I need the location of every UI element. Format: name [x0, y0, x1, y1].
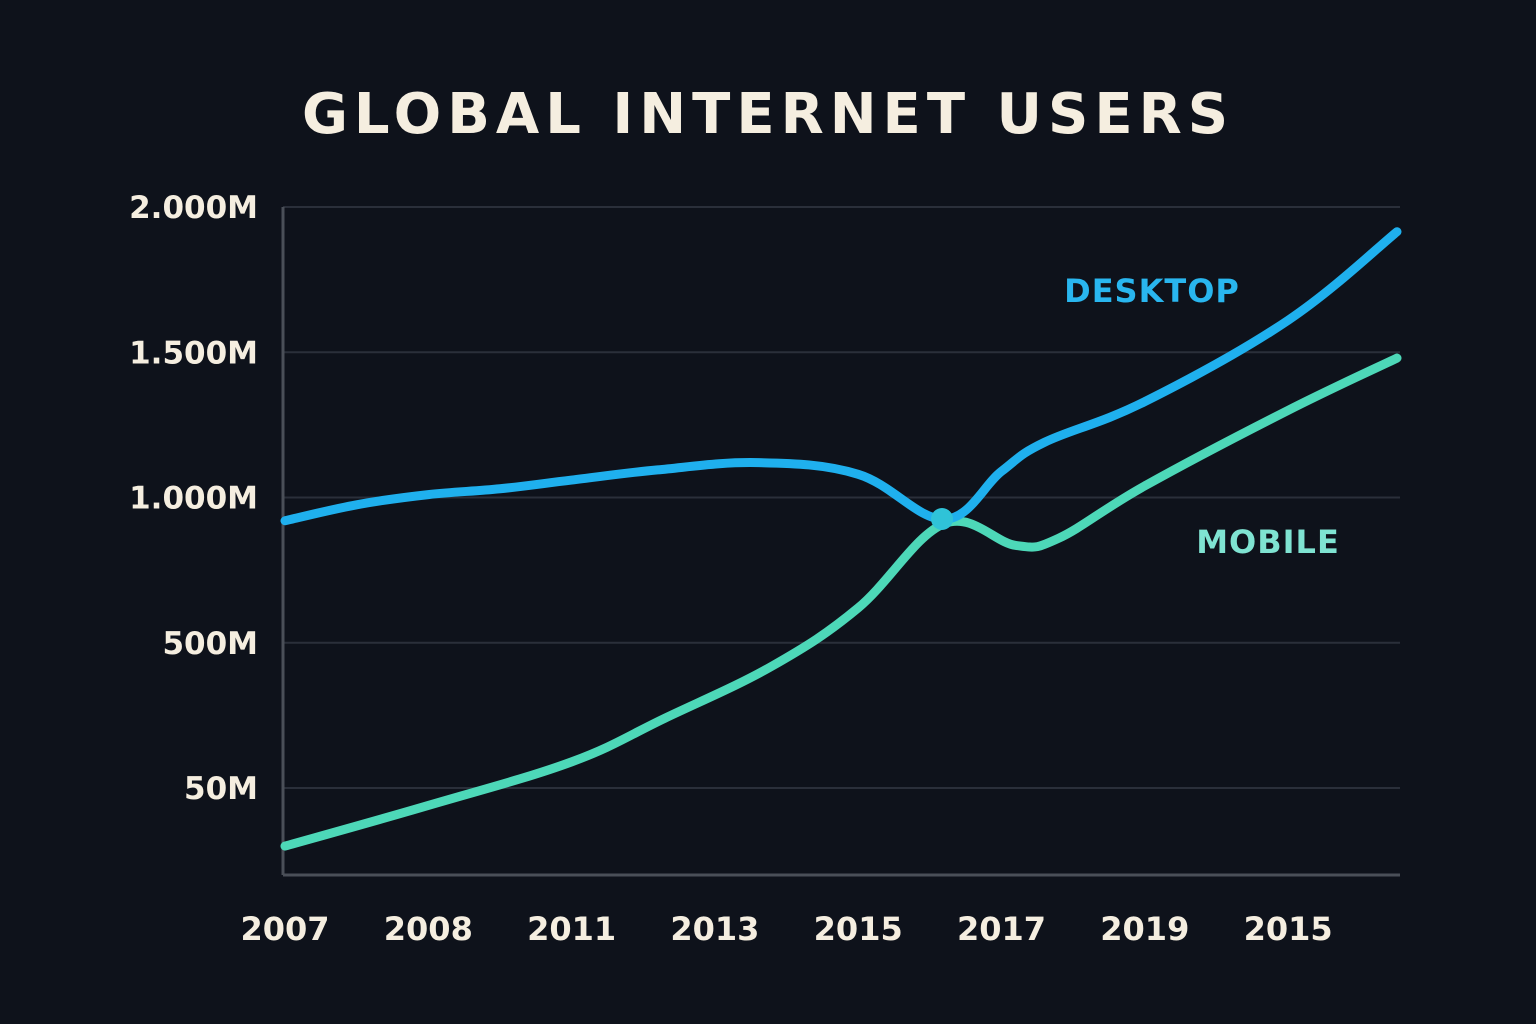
x-tick-label: 2015 — [1244, 910, 1333, 948]
chart-title: GLOBAL INTERNET USERS — [301, 82, 1235, 147]
y-tick-label: 1.000M — [129, 481, 258, 517]
x-axis-ticks: 2007 2008 2011 2013 2015 2017 2019 2015 — [240, 910, 1332, 948]
series-lines — [280, 227, 1402, 851]
y-axis-ticks: 50M 500M 1.000M 1.500M 2.000M — [129, 190, 258, 807]
y-tick-label: 1.500M — [129, 335, 258, 371]
x-tick-label: 2019 — [1100, 910, 1189, 948]
axes — [281, 207, 1400, 877]
series-label-desktop: DESKTOP — [1064, 272, 1240, 310]
series-line-desktop — [280, 227, 1402, 526]
x-tick-label: 2007 — [240, 910, 329, 948]
x-tick-label: 2011 — [527, 910, 616, 948]
x-tick-label: 2017 — [957, 910, 1046, 948]
intersection-marker — [931, 508, 953, 530]
x-tick-label: 2013 — [670, 910, 759, 948]
y-tick-label: 500M — [162, 626, 258, 662]
gridlines — [283, 206, 1400, 789]
y-tick-label: 50M — [184, 771, 258, 807]
x-tick-label: 2015 — [814, 910, 903, 948]
series-label-mobile: MOBILE — [1196, 523, 1340, 561]
series-line-mobile — [280, 353, 1402, 851]
y-tick-label: 2.000M — [129, 190, 258, 226]
series-labels: DESKTOP MOBILE — [1064, 272, 1340, 561]
x-tick-label: 2008 — [384, 910, 473, 948]
